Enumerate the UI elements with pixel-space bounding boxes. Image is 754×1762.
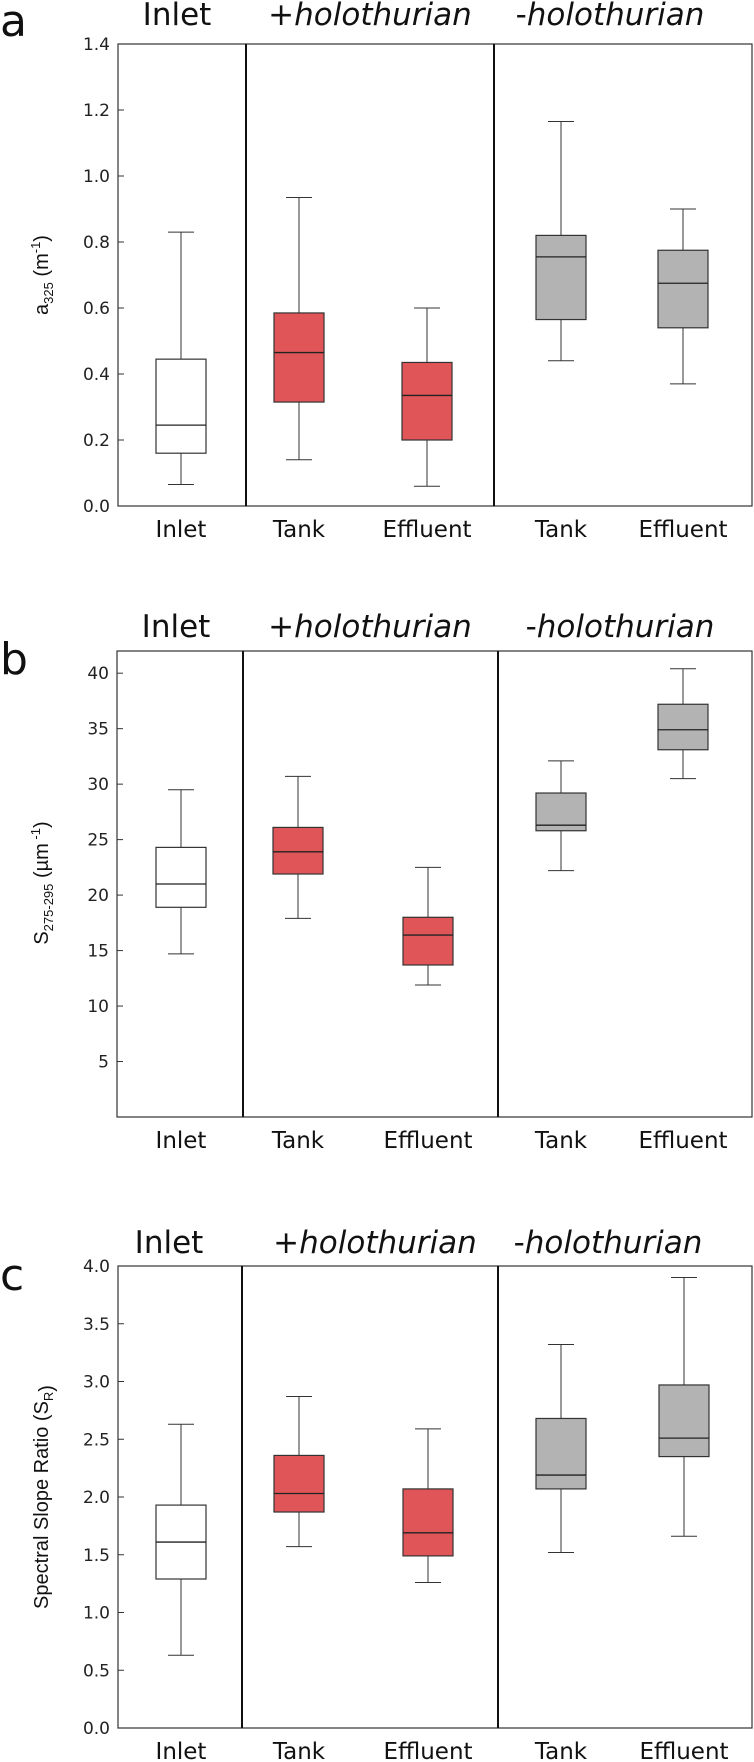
x-category-label: Effluent <box>383 1128 472 1154</box>
box-iqr <box>272 826 324 875</box>
x-category-label: Tank <box>534 517 588 543</box>
box-iqr <box>273 312 325 403</box>
box-iqr <box>657 249 709 329</box>
box-effluent <box>657 208 709 385</box>
y-tick-label: 1.5 <box>83 1546 110 1566</box>
panel-a: a 0.0 0.2 0.4 0.6 0.8 1.0 1.2 1.4 a325 (m-1) Inlet… <box>0 0 753 543</box>
box-tank <box>535 760 587 872</box>
y-tick-label: 0.0 <box>83 1719 110 1739</box>
y-tick-label: 30 <box>87 775 109 795</box>
x-category-label: Tank <box>534 1128 588 1154</box>
group-header: Inlet <box>135 1225 204 1261</box>
plot-frame <box>116 650 753 1118</box>
y-axis-label: a325 (m-1) <box>28 235 56 315</box>
box-effluent <box>402 1428 454 1583</box>
y-tick-label: 0.0 <box>83 497 110 517</box>
panel-letter: c <box>0 1250 24 1301</box>
group-header: -holothurian <box>526 609 715 645</box>
box-iqr <box>535 792 587 832</box>
y-tick-label: 5 <box>98 1053 109 1073</box>
y-axis-label: S275-295 (µm -1) <box>28 821 56 944</box>
y-tick-label: 35 <box>87 720 109 740</box>
group-header: +holothurian <box>268 609 472 645</box>
group-header: -holothurian <box>516 0 705 33</box>
y-tick-label: 0.6 <box>83 299 110 319</box>
panel-letter: a <box>0 0 27 47</box>
y-tick-label: 1.0 <box>83 167 110 187</box>
y-tick-label: 3.0 <box>83 1373 110 1393</box>
x-category-label: Inlet <box>156 1739 207 1762</box>
y-tick-label: 0.2 <box>83 431 110 451</box>
y-tick-label: 0.5 <box>83 1661 110 1681</box>
box-iqr <box>658 1384 710 1458</box>
box-iqr <box>535 234 587 321</box>
plot-frame <box>117 43 753 507</box>
box-inlet <box>155 789 207 955</box>
panel-c: c 0.0 0.5 1.0 1.5 2.0 2.5 3.0 3.5 4.0 Spectral Slo… <box>0 1225 753 1762</box>
panel-letter: b <box>0 634 28 685</box>
box-tank <box>273 196 325 461</box>
y-tick-label: 2.5 <box>83 1430 110 1450</box>
box-iqr <box>402 916 454 966</box>
group-header: -holothurian <box>514 1225 703 1261</box>
box-tank <box>273 1396 325 1548</box>
y-axis-label: Spectral Slope Ratio (SR) <box>31 1385 58 1609</box>
y-tick-label: 1.4 <box>83 35 110 55</box>
box-iqr <box>402 1488 454 1557</box>
y-tick-label: 25 <box>87 831 109 851</box>
box-effluent <box>402 866 454 986</box>
x-category-label: Effluent <box>639 1739 728 1762</box>
y-tick-label: 2.0 <box>83 1488 110 1508</box>
y-tick-label: 0.4 <box>83 365 110 385</box>
box-iqr <box>657 703 709 751</box>
group-header: Inlet <box>142 609 211 645</box>
x-category-label: Inlet <box>156 1128 207 1154</box>
y-tick-label: 1.0 <box>83 1604 110 1624</box>
x-category-label: Tank <box>272 1739 326 1762</box>
group-header: Inlet <box>143 0 212 33</box>
box-iqr <box>535 1417 587 1490</box>
x-category-label: Effluent <box>638 1128 727 1154</box>
box-tank <box>272 775 324 919</box>
x-category-label: Effluent <box>638 517 727 543</box>
box-inlet <box>155 1423 207 1656</box>
box-effluent <box>657 668 709 780</box>
group-header: +holothurian <box>273 1225 477 1261</box>
x-category-label: Tank <box>534 1739 588 1762</box>
y-tick-label: 4.0 <box>83 1257 110 1277</box>
box-iqr <box>155 846 207 908</box>
y-tick-label: 10 <box>87 997 109 1017</box>
y-tick-label: 15 <box>87 942 109 962</box>
box-iqr <box>155 358 207 454</box>
box-tank <box>535 1344 587 1553</box>
x-category-label: Tank <box>271 1128 325 1154</box>
x-category-label: Tank <box>272 517 326 543</box>
box-tank <box>535 121 587 362</box>
group-header: +holothurian <box>268 0 472 33</box>
box-iqr <box>273 1454 325 1513</box>
x-category-label: Inlet <box>156 517 207 543</box>
box-effluent <box>401 307 453 487</box>
x-category-label: Effluent <box>382 517 471 543</box>
y-tick-label: 20 <box>87 886 109 906</box>
y-tick-label: 0.8 <box>83 233 110 253</box>
box-inlet <box>155 231 207 486</box>
x-category-label: Effluent <box>383 1739 472 1762</box>
panel-b: b 5 10 15 20 25 30 35 40 S275-295 (µm -1) Inlet +ho… <box>0 609 753 1154</box>
box-effluent <box>658 1277 710 1537</box>
y-tick-label: 3.5 <box>83 1315 110 1335</box>
box-iqr <box>401 361 453 441</box>
y-tick-label: 40 <box>87 664 109 684</box>
y-tick-label: 1.2 <box>83 101 110 121</box>
